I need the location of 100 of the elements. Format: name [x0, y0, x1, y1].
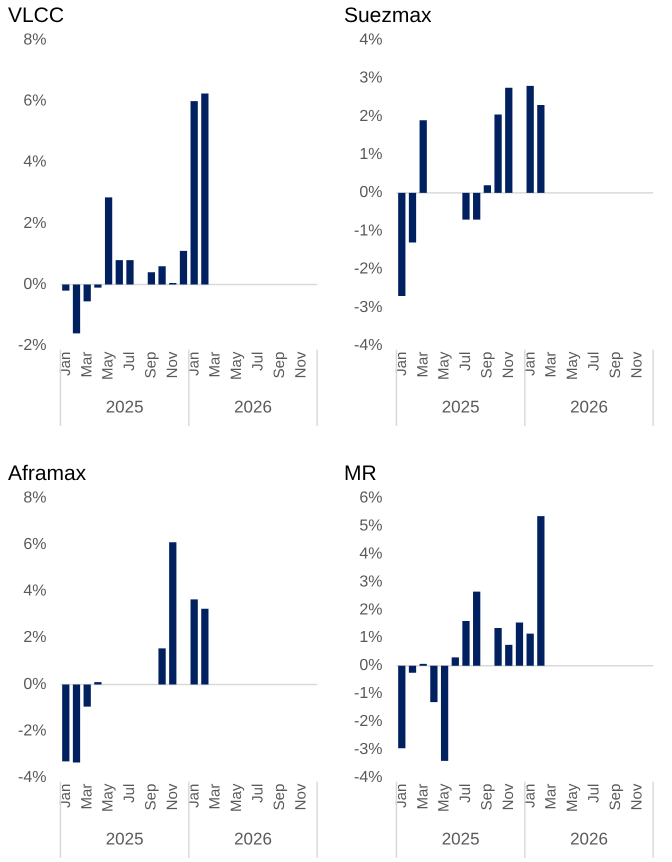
x-tick-label: Jan — [56, 352, 74, 376]
x-tick-label: May — [228, 351, 246, 380]
bar — [72, 284, 80, 334]
bar — [116, 260, 123, 285]
bar — [526, 86, 534, 193]
y-tick-label: 4% — [359, 31, 382, 48]
x-tick-label: May — [100, 783, 117, 812]
y-tick-label: -1% — [354, 685, 382, 702]
y-tick-label: 0% — [359, 657, 382, 674]
text: 2025 — [106, 398, 144, 417]
chart-title: Aframax — [8, 462, 86, 486]
text: 2026 — [570, 398, 608, 417]
y-tick-label: -4% — [18, 769, 46, 786]
bar — [169, 542, 176, 684]
x-tick-label: May — [436, 351, 453, 380]
x-tick-label: Sep — [606, 352, 624, 378]
bar — [62, 284, 70, 291]
bar — [148, 272, 156, 285]
x-tick-label: Mar — [78, 784, 96, 810]
bar — [494, 628, 502, 666]
x-tick-label: Jan — [185, 784, 202, 808]
x-tick-label: Sep — [270, 784, 288, 810]
bar — [158, 648, 166, 684]
bar — [526, 634, 534, 666]
y-tick-label: 8% — [23, 489, 46, 506]
bar — [201, 608, 208, 684]
x-tick-label: Nov — [500, 783, 517, 810]
y-tick-label: 3% — [359, 70, 382, 87]
x-tick-label: Mar — [206, 352, 224, 378]
x-tick-label: Jul — [121, 352, 138, 371]
x-tick-label: Jan — [392, 352, 410, 376]
bar — [473, 192, 480, 220]
y-tick-label: -4% — [354, 769, 382, 786]
y-tick-label: 6% — [23, 536, 46, 554]
x-tick-label: Sep — [606, 784, 624, 810]
bar — [72, 684, 80, 763]
y-tick-label: 1% — [359, 146, 382, 164]
y-tick-label: 2% — [359, 601, 382, 618]
text: 2026 — [570, 830, 608, 849]
y-tick-label: -2% — [18, 337, 46, 354]
y-tick-label: 4% — [359, 545, 382, 562]
bar — [537, 516, 544, 666]
x-tick-label: Sep — [478, 784, 496, 810]
text: 2025 — [442, 830, 480, 849]
x-tick-label: Mar — [414, 352, 432, 378]
x-tick-label: Jan — [56, 784, 74, 808]
bar — [537, 104, 544, 193]
bar — [158, 266, 166, 285]
bar — [84, 284, 91, 302]
bar — [452, 657, 459, 666]
y-tick-label: 2% — [23, 629, 46, 646]
bar — [398, 666, 406, 748]
x-tick-label: Jan — [521, 784, 538, 808]
y-tick-label: -3% — [354, 741, 382, 758]
y-tick-label: -4% — [354, 337, 382, 354]
x-tick-label: Sep — [142, 784, 160, 810]
x-tick-label: Mar — [542, 784, 560, 810]
bar — [94, 284, 102, 288]
y-tick-label: 1% — [359, 629, 382, 646]
y-tick-label: -2% — [354, 260, 382, 278]
x-tick-label: Mar — [78, 352, 96, 378]
y-tick-label: -1% — [354, 222, 382, 240]
x-tick-label: Nov — [164, 783, 181, 810]
chart-title: VLCC — [8, 4, 64, 28]
text: 2025 — [106, 830, 144, 849]
bar — [126, 260, 134, 285]
x-tick-label: Sep — [270, 352, 288, 378]
x-tick-label: Jul — [121, 784, 138, 803]
x-tick-label: Nov — [164, 351, 181, 378]
bar — [180, 250, 188, 285]
y-tick-label: 0% — [23, 276, 46, 293]
x-tick-label: Jul — [585, 784, 602, 803]
bar — [104, 197, 112, 285]
bar — [484, 185, 492, 193]
x-tick-label: May — [228, 783, 246, 812]
x-tick-label: Nov — [628, 351, 646, 378]
y-tick-label: -3% — [354, 298, 382, 316]
bar — [201, 93, 208, 285]
x-tick-label: May — [564, 351, 582, 380]
x-tick-label: Jul — [585, 352, 602, 371]
bar — [190, 599, 198, 684]
x-tick-label: Jan — [392, 784, 410, 808]
bar — [440, 666, 448, 761]
y-tick-label: 6% — [359, 489, 382, 506]
text: 2026 — [234, 398, 272, 417]
x-tick-label: May — [564, 783, 582, 812]
x-tick-label: Jul — [457, 784, 474, 803]
x-tick-label: Jan — [521, 352, 538, 376]
x-tick-label: May — [436, 783, 453, 812]
x-tick-label: Sep — [142, 352, 160, 378]
y-tick-label: 6% — [23, 92, 46, 110]
text: 2025 — [442, 398, 480, 417]
y-tick-label: -2% — [18, 722, 46, 740]
bar — [398, 192, 406, 296]
x-tick-label: Jul — [249, 352, 266, 371]
bar — [505, 644, 512, 666]
chart-title: MR — [344, 462, 377, 486]
bar — [408, 192, 416, 242]
y-tick-label: 4% — [23, 154, 46, 171]
bar — [462, 621, 470, 666]
